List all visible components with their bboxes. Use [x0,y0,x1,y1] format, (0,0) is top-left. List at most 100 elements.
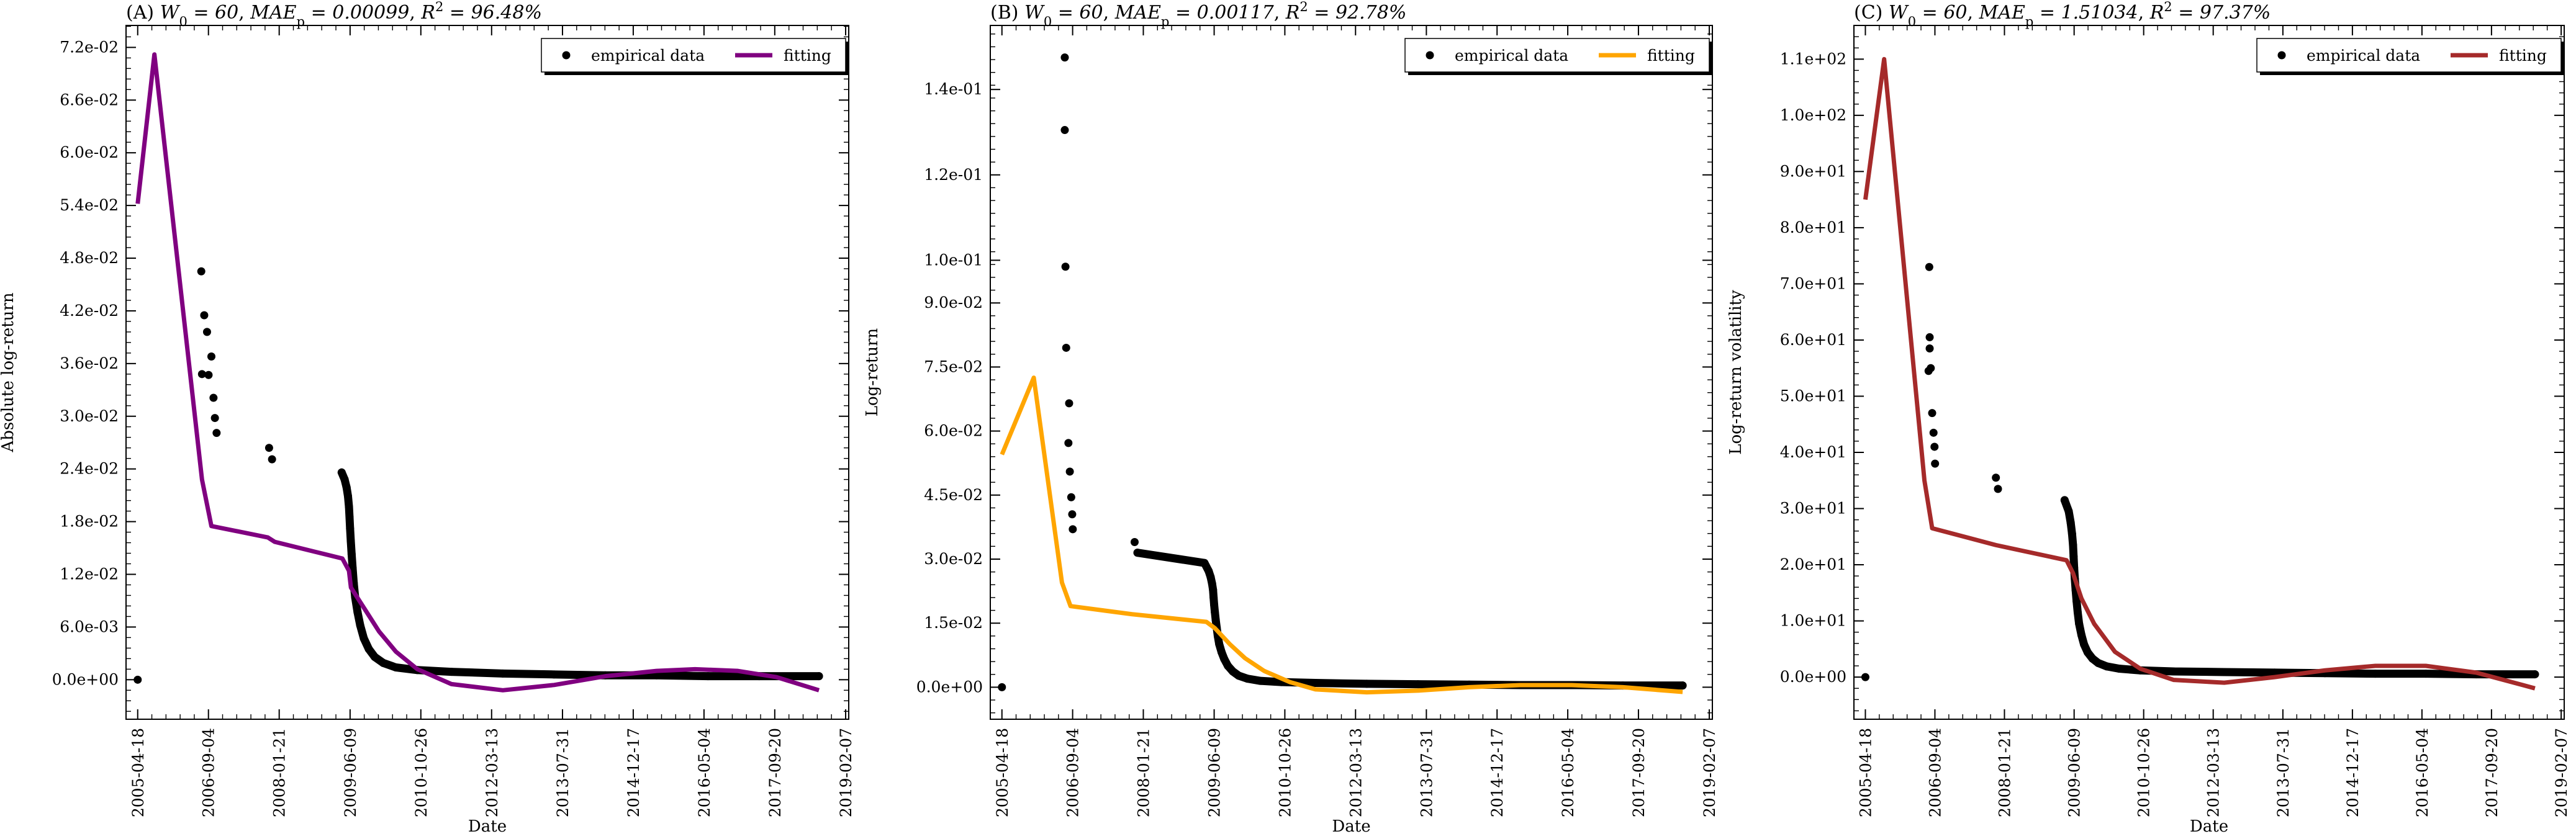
data-point [1130,537,1139,546]
y-tick-label: 4.5e-02 [924,486,983,504]
data-point [1061,262,1070,271]
legend: empirical data fitting [541,38,849,75]
y-axis-label: Absolute log-return [0,292,17,452]
y-tick-label: 1.1e+02 [1780,50,1846,68]
y-tick-label: 6.0e-03 [60,617,119,635]
y-tick-label: 2.4e-02 [60,460,119,478]
y-tick-label: 8.0e+01 [1780,218,1846,236]
data-point [1060,126,1069,135]
data-point [197,370,206,379]
chart-panel-1: (A) W0 = 60, MAEp = 0.00099, R2 = 96.48%… [0,0,855,836]
y-tick-label: 7.2e-02 [60,38,119,56]
data-point [264,444,273,452]
y-tick-label: 3.0e-02 [924,550,983,568]
y-tick-label: 2.0e+01 [1780,555,1846,573]
empirical-data-dense-tail [1133,549,1687,690]
legend-label-fitting: fitting [2499,47,2547,65]
empirical-data-dense-tail [337,468,823,681]
legend-label-empirical: empirical data [591,47,705,65]
x-tick-label: 2017-09-20 [1630,728,1648,817]
x-tick-label: 2006-09-04 [200,728,218,817]
x-tick-label: 2014-12-17 [625,728,643,817]
x-tick-label: 2006-09-04 [1064,728,1082,817]
y-tick-label: 4.2e-02 [60,302,119,320]
y-tick-label: 1.0e+02 [1780,106,1846,124]
y-tick-label: 7.5e-02 [924,357,983,375]
data-point [212,429,221,437]
chart-panel-2: (B) W0 = 60, MAEp = 0.00117, R2 = 92.78%… [863,0,1719,836]
panel-title: (C) W0 = 60, MAEp = 1.51034, R2 = 97.37% [1854,0,2271,29]
data-point [1067,493,1075,501]
fitting-line [1000,375,1683,695]
y-tick-label: 9.0e+01 [1780,162,1846,180]
y-tick-label: 6.0e+01 [1780,331,1846,349]
axes-frame [125,25,849,720]
y-axis-label: Log-return volatility [1727,290,1745,455]
y-tick-label: 6.0e-02 [60,143,119,161]
x-tick-label: 2013-07-31 [1417,728,1435,817]
y-tick-label: 3.6e-02 [60,354,119,372]
y-tick-label: 1.0e+01 [1780,612,1846,630]
plot-area [998,53,1687,695]
data-point [268,455,276,464]
data-point [210,414,219,423]
data-point [204,370,213,379]
y-tick-label: 3.0e-02 [60,407,119,425]
data-point [1064,439,1073,447]
y-tick-label: 0.0e+00 [916,678,983,696]
legend-marker-empirical [1426,51,1434,60]
x-tick-label: 2012-03-13 [2205,728,2223,817]
legend: empirical data fitting [2256,38,2564,75]
x-axis-label: Date [1332,817,1370,836]
panel-title: (A) W0 = 60, MAEp = 0.00099, R2 = 96.48% [126,0,542,29]
y-tick-label: 5.0e+01 [1780,387,1846,405]
x-tick-label: 2010-10-26 [2135,728,2153,817]
x-tick-label: 2012-03-13 [1347,728,1365,817]
y-tick-label: 9.0e-02 [924,294,983,312]
legend-label-fitting: fitting [784,47,831,65]
x-tick-label: 2005-04-18 [129,728,147,817]
legend-marker-empirical [2277,51,2286,60]
y-tick-label: 5.4e-02 [60,196,119,214]
y-tick-label: 6.6e-02 [60,91,119,109]
data-point [1931,459,1940,468]
x-tick-label: 2008-01-21 [1995,728,2013,817]
x-tick-label: 2008-01-21 [271,728,289,817]
legend-label-empirical: empirical data [2307,47,2420,65]
plot-area [1861,56,2539,691]
x-tick-label: 2012-03-13 [483,728,501,817]
x-tick-label: 2014-12-17 [2344,728,2362,817]
legend: empirical data fitting [1404,38,1712,75]
x-tick-label: 2017-09-20 [2483,728,2501,817]
x-tick-label: 2009-06-09 [2066,728,2084,817]
y-tick-label: 1.5e-02 [924,614,983,632]
x-tick-label: 2005-04-18 [1856,728,1874,817]
y-tick-label: 4.0e+01 [1780,443,1846,461]
data-point [197,267,206,276]
y-tick-label: 1.2e-02 [60,565,119,583]
data-point [202,328,211,336]
chart-panel-3: (C) W0 = 60, MAEp = 1.51034, R2 = 97.37%… [1727,0,2570,836]
data-point [1929,428,1938,437]
x-tick-label: 2016-05-04 [2413,728,2431,817]
data-point [1930,442,1939,451]
data-point [1068,510,1077,519]
axes-frame [990,25,1713,720]
data-point [209,393,218,402]
x-tick-label: 2013-07-31 [554,728,572,817]
x-tick-label: 2019-02-07 [1701,728,1719,817]
y-tick-label: 0.0e+00 [1780,668,1846,686]
data-point [1925,344,1934,353]
data-point [1069,525,1077,534]
x-axis-label: Date [468,817,507,836]
data-point [1928,409,1937,418]
data-point [133,675,142,684]
x-tick-label: 2006-09-04 [1926,728,1944,817]
data-point [998,683,1006,691]
x-tick-label: 2005-04-18 [993,728,1011,817]
legend-label-empirical: empirical data [1455,47,1568,65]
x-tick-label: 2016-05-04 [695,728,713,817]
x-tick-label: 2009-06-09 [341,728,359,817]
y-tick-label: 1.4e-01 [924,80,983,98]
